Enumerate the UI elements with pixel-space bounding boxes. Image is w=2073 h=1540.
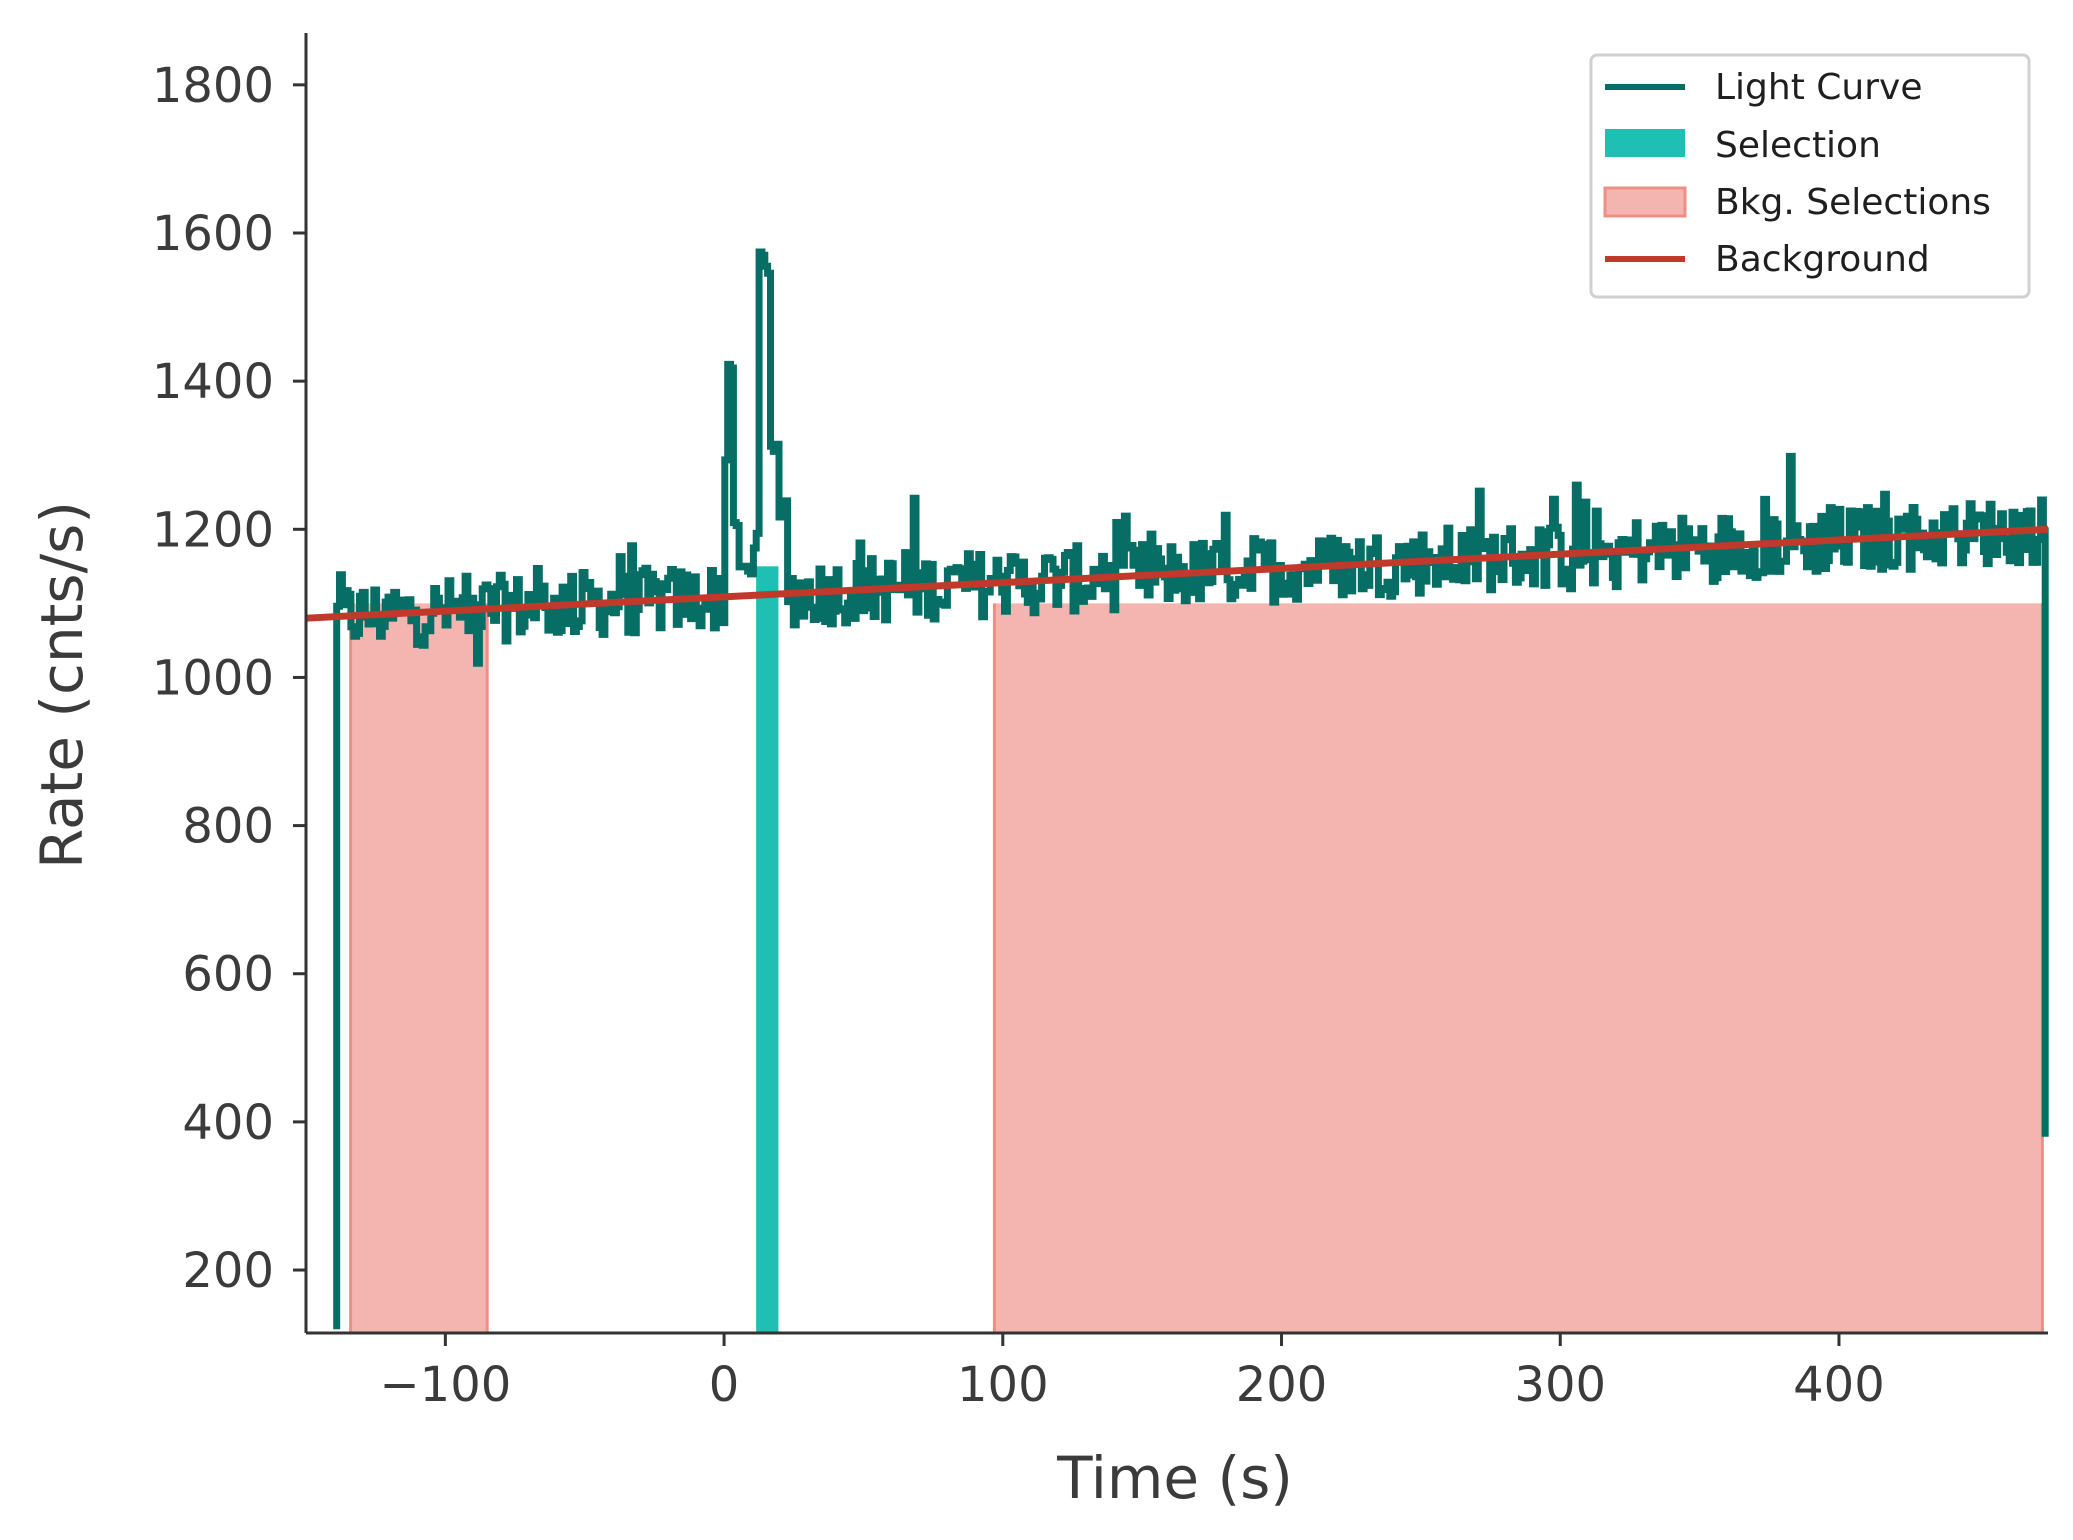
axes [304,33,2048,1335]
legend-label-light-curve: Light Curve [1715,67,1923,108]
x-tick-label-0: −100 [379,1357,511,1413]
legend-frame [1589,53,2031,299]
y-tick-label-7: 1600 [152,206,274,262]
x-tick-label-4: 300 [1514,1357,1606,1413]
y-tick-label-5: 1200 [152,502,274,558]
light-curve-layer [333,248,2049,1330]
y-tick-label-3: 800 [182,799,274,855]
x-ticks: −100 0 100 200 300 400 [379,1333,1885,1413]
y-tick-label-4: 1000 [152,650,274,706]
y-tick-label-0: 200 [182,1243,274,1299]
x-axis-title: Time (s) [1056,1444,1293,1512]
y-tick-label-6: 1400 [152,354,274,410]
y-tick-label-1: 400 [182,1095,274,1151]
legend-label-selection: Selection [1715,125,1881,166]
legend-label-background: Background [1715,239,1930,280]
selection-region [756,566,779,1333]
y-tick-label-8: 1800 [152,58,274,114]
x-tick-label-5: 400 [1793,1357,1885,1413]
y-tick-label-2: 600 [182,947,274,1003]
y-axis-title: Rate (cnts/s) [28,501,96,869]
legend-swatch-bkg-selections [1603,186,1687,218]
legend-label-bkg-selections: Bkg. Selections [1715,182,1991,223]
background-layer [305,525,2049,622]
x-tick-label-2: 100 [957,1357,1049,1413]
bkg-selection-region-1 [994,603,2043,1333]
background-fit-line [305,525,2049,622]
x-tick-label-3: 200 [1236,1357,1328,1413]
x-tick-label-1: 0 [709,1357,740,1413]
selection-layer [756,566,779,1333]
light-curve-line [333,248,2049,1330]
bkg-selections-layer [349,603,2044,1333]
bkg-selection-region-0 [350,603,488,1333]
legend: Light Curve Selection Bkg. Selections Ba… [1589,53,2031,299]
y-ticks: 200 400 600 800 1000 1200 1400 1600 1800 [152,58,306,1299]
legend-swatch-selection [1605,129,1685,157]
